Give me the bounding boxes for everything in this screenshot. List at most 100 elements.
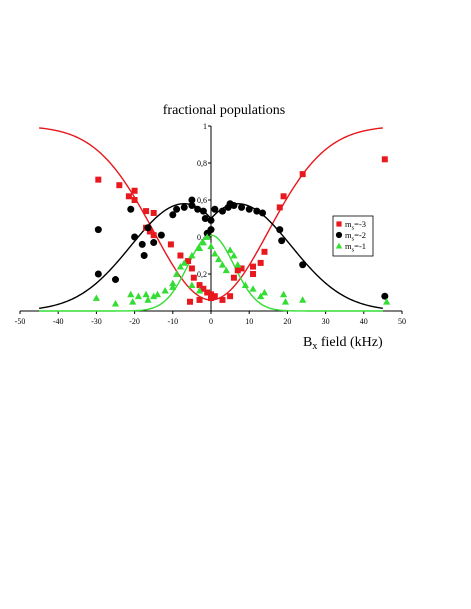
x-tick-label: -50 bbox=[15, 317, 26, 326]
data-point-ms-2 bbox=[299, 261, 307, 269]
legend: ms=-3ms=-2ms=-1 bbox=[332, 215, 374, 257]
x-axis-label: Bx field (kHz) bbox=[303, 335, 383, 352]
data-point-ms-2 bbox=[188, 196, 196, 204]
data-point-ms-3 bbox=[238, 265, 245, 272]
data-point-ms-1 bbox=[222, 266, 230, 274]
data-point-ms-3 bbox=[381, 156, 388, 163]
data-point-ms-2 bbox=[140, 252, 148, 259]
legend-label-main: m bbox=[345, 219, 352, 229]
data-point-ms-2 bbox=[157, 231, 165, 239]
legend-marker bbox=[335, 231, 343, 239]
legend-label-rest: =-1 bbox=[354, 241, 366, 251]
legend-label: ms=-2 bbox=[345, 230, 366, 243]
data-point-ms-1 bbox=[299, 296, 307, 303]
data-point-ms-1 bbox=[188, 281, 196, 288]
x-axis-label-sub: x bbox=[312, 341, 317, 352]
legend-label-main: m bbox=[345, 241, 352, 251]
data-point-ms-1 bbox=[142, 290, 150, 298]
data-point-ms-1 bbox=[153, 290, 162, 298]
data-point-ms-3 bbox=[131, 197, 138, 203]
x-axis-label-main: B bbox=[303, 335, 312, 350]
data-point-ms-1 bbox=[127, 290, 135, 298]
data-point-ms-1 bbox=[195, 287, 204, 294]
legend-label-rest: =-2 bbox=[354, 230, 366, 240]
x-tick-label: -10 bbox=[167, 317, 178, 326]
data-point-ms-3 bbox=[150, 232, 157, 239]
data-point-ms-3 bbox=[208, 291, 214, 298]
data-point-ms-3 bbox=[204, 289, 211, 296]
data-point-ms-3 bbox=[219, 296, 226, 303]
x-tick-label: 40 bbox=[360, 317, 368, 326]
data-point-ms-2 bbox=[218, 207, 226, 215]
legend-marker bbox=[336, 221, 342, 227]
data-point-ms-2 bbox=[238, 203, 246, 211]
data-point-ms-1 bbox=[218, 261, 227, 268]
data-point-ms-1 bbox=[279, 290, 288, 298]
data-point-ms-3 bbox=[200, 285, 207, 292]
data-point-ms-1 bbox=[383, 298, 391, 305]
data-point-ms-2 bbox=[199, 207, 207, 215]
y-tick-label: 1 bbox=[203, 122, 207, 131]
y-tick-label: 0,2 bbox=[197, 270, 207, 279]
data-point-ms-2 bbox=[381, 292, 389, 300]
data-point-ms-2 bbox=[173, 205, 181, 213]
data-point-ms-3 bbox=[196, 296, 203, 303]
data-point-ms-1 bbox=[169, 279, 177, 287]
data-point-ms-3 bbox=[276, 204, 283, 211]
data-point-ms-2 bbox=[201, 215, 209, 222]
x-tick-label: 50 bbox=[398, 317, 406, 326]
data-point-ms-2 bbox=[188, 202, 196, 210]
legend-label: ms=-1 bbox=[345, 241, 366, 254]
legend-label-sub: s bbox=[352, 236, 355, 243]
data-point-ms-2 bbox=[112, 276, 119, 284]
data-point-ms-1 bbox=[169, 283, 177, 290]
data-point-ms-3 bbox=[95, 176, 102, 183]
data-point-ms-2 bbox=[150, 239, 158, 247]
data-point-ms-3 bbox=[280, 193, 287, 200]
data-point-ms-2 bbox=[253, 207, 261, 215]
data-point-ms-1 bbox=[215, 255, 223, 263]
y-tick-label: 0,6 bbox=[197, 196, 207, 205]
data-point-ms-3 bbox=[250, 263, 257, 270]
data-point-ms-1 bbox=[211, 250, 219, 257]
data-point-ms-2 bbox=[230, 202, 238, 210]
fit-curve-ms-1 bbox=[39, 234, 383, 312]
data-point-ms-3 bbox=[143, 208, 150, 215]
data-point-ms-3 bbox=[146, 228, 153, 235]
data-point-ms-1 bbox=[203, 233, 211, 240]
x-tick-label: 10 bbox=[245, 317, 253, 326]
y-tick-label: 0,8 bbox=[197, 159, 207, 168]
data-point-ms-3 bbox=[299, 171, 306, 178]
x-tick-label: -20 bbox=[129, 317, 140, 326]
legend-label-rest: =-3 bbox=[354, 219, 366, 229]
data-point-ms-1 bbox=[188, 251, 196, 259]
data-point-ms-1 bbox=[226, 246, 234, 253]
data-point-ms-1 bbox=[173, 270, 181, 277]
chart-title: fractional populations bbox=[163, 103, 285, 118]
legend-marker bbox=[335, 242, 343, 249]
data-point-ms-2 bbox=[94, 270, 102, 278]
data-point-ms-1 bbox=[161, 287, 169, 294]
data-point-ms-1 bbox=[207, 242, 215, 250]
data-point-ms-3 bbox=[186, 298, 193, 305]
data-point-ms-2 bbox=[94, 226, 102, 234]
data-point-ms-1 bbox=[257, 292, 265, 300]
data-point-ms-1 bbox=[129, 298, 137, 305]
data-point-ms-3 bbox=[131, 187, 138, 194]
data-point-ms-1 bbox=[144, 296, 152, 303]
data-point-ms-3 bbox=[125, 193, 132, 200]
data-point-ms-2 bbox=[138, 240, 146, 248]
data-point-ms-2 bbox=[276, 226, 284, 234]
data-point-ms-1 bbox=[281, 298, 290, 305]
data-point-ms-3 bbox=[261, 248, 268, 255]
data-point-ms-1 bbox=[111, 300, 120, 307]
data-point-ms-1 bbox=[249, 285, 257, 292]
data-point-ms-1 bbox=[195, 244, 204, 251]
x-tick-label: 0 bbox=[209, 317, 213, 326]
legend-label-sub: s bbox=[352, 225, 355, 232]
data-point-ms-2 bbox=[245, 205, 253, 213]
data-point-ms-2 bbox=[207, 216, 215, 224]
data-point-ms-1 bbox=[241, 281, 249, 288]
data-point-ms-1 bbox=[260, 288, 269, 296]
